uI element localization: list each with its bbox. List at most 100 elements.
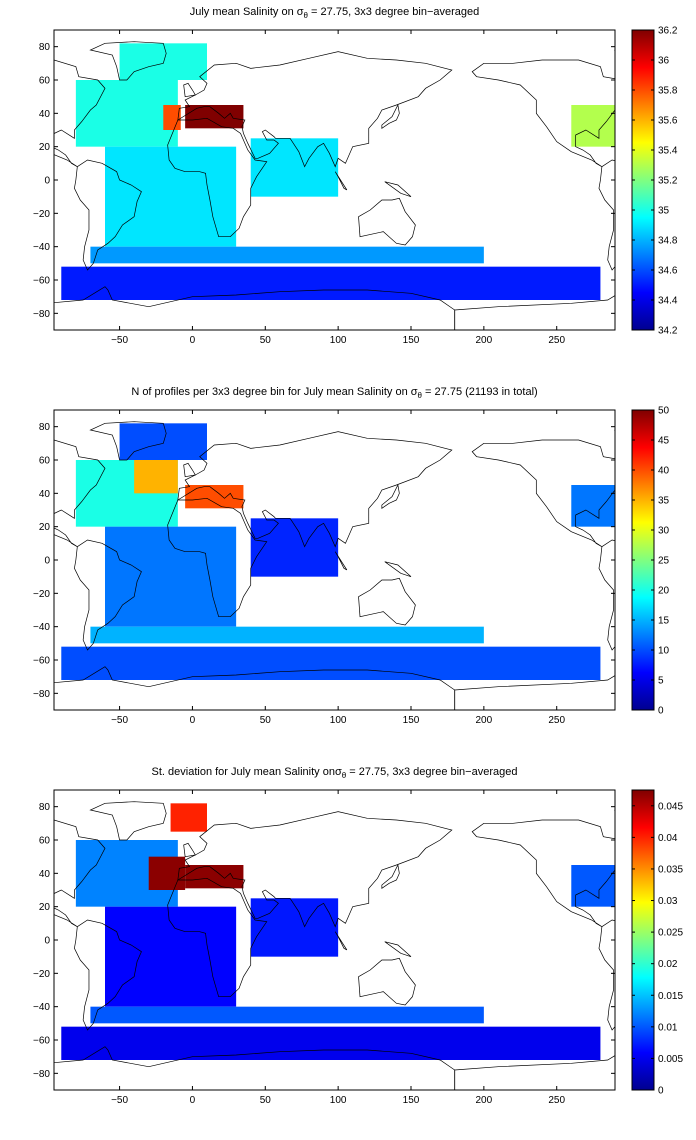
data-bin [90, 246, 484, 264]
coastline [334, 551, 348, 571]
title-sub: θ [417, 391, 422, 401]
colorbar-tick-label: 34.4 [658, 296, 678, 307]
y-tick-label: 0 [44, 936, 50, 947]
data-bin [61, 646, 601, 680]
coastline [692, 118, 696, 236]
y-tick-label: 40 [39, 109, 51, 120]
x-tick-label: −50 [111, 335, 128, 346]
profile-count-panel: N of profiles per 3x3 degree bin for Jul… [0, 380, 696, 760]
y-tick-label: 80 [39, 42, 51, 53]
coastline [384, 561, 412, 577]
colorbar-tick-label: 0.025 [658, 928, 683, 939]
map-layer [54, 801, 696, 1090]
data-bin [185, 865, 244, 889]
salinity-map-chart: −50 0 50 100 150 200 250806040200−20−40−60−803… [33, 26, 696, 347]
coastline [183, 842, 196, 858]
colorbar-tick-label: 0 [658, 706, 664, 717]
x-tick-label: 150 [403, 1095, 420, 1106]
salinity-panel: July mean Salinity on σθ = 27.75, 3x3 de… [0, 0, 696, 380]
y-tick-label: −20 [33, 209, 50, 220]
coastline [167, 497, 268, 618]
data-bin [90, 1006, 484, 1024]
coastline [471, 59, 615, 167]
data-bin [250, 518, 339, 577]
coastline [167, 117, 268, 238]
data-bin [170, 803, 207, 832]
colorbar-tick-label: 0.01 [658, 1022, 678, 1033]
y-tick-label: −20 [33, 969, 50, 980]
colorbar-tick-label: 35.4 [658, 146, 678, 157]
title-text: = 27.75 (21193 in total) [422, 386, 538, 398]
x-tick-label: 100 [330, 1095, 347, 1106]
y-tick-label: −60 [33, 656, 50, 667]
colorbar-tick-label: 0.035 [658, 864, 683, 875]
y-tick-label: −80 [33, 1069, 50, 1080]
coastline [74, 159, 142, 271]
coastline [334, 931, 348, 951]
data-bin [250, 138, 339, 197]
colorbar-tick-label: 20 [658, 586, 670, 597]
title-sigma: σ [296, 6, 304, 18]
y-tick-label: −40 [33, 622, 50, 633]
colorbar-tick-label: 40 [658, 466, 670, 477]
x-tick-label: 50 [260, 715, 272, 726]
coastline [54, 819, 106, 927]
coastline [692, 878, 696, 996]
coastline [471, 439, 615, 547]
y-tick-label: −60 [33, 276, 50, 287]
x-tick-label: −50 [111, 715, 128, 726]
title-sub: θ [303, 11, 308, 21]
x-tick-label: 200 [476, 335, 493, 346]
colorbar [631, 409, 655, 711]
coastline [471, 819, 615, 927]
colorbar-tick-label: 35 [658, 206, 670, 217]
colorbar-tick-label: 0.04 [658, 833, 678, 844]
colorbar-tick-label: 35.6 [658, 116, 678, 127]
colorbar-tick-label: 34.8 [658, 236, 678, 247]
x-tick-label: 100 [330, 715, 347, 726]
coastline [177, 811, 453, 928]
x-tick-label: 50 [260, 335, 272, 346]
colorbar-tick-label: 0.03 [658, 896, 678, 907]
coastline [334, 171, 348, 191]
coastline [358, 957, 416, 1006]
colorbar [631, 29, 655, 331]
coastline [183, 462, 196, 478]
coastline [692, 498, 696, 616]
map-layer [54, 421, 696, 710]
data-bin [105, 906, 237, 1007]
coastline [89, 801, 167, 841]
colorbar-tick-label: 50 [658, 406, 670, 417]
coastline [381, 483, 400, 509]
colorbar-tick-label: 0 [658, 1086, 664, 1097]
coastline [74, 539, 142, 651]
title-text: St. deviation for July mean Salinity on [151, 766, 335, 778]
colorbar-tick-label: 36 [658, 56, 670, 67]
colorbar-tick-label: 35.8 [658, 86, 678, 97]
y-tick-label: 0 [44, 556, 50, 567]
title-text: = 27.75, 3x3 degree bin−averaged [346, 766, 518, 778]
data-bin [119, 43, 207, 80]
colorbar-tick-label: 15 [658, 616, 670, 627]
data-bin [105, 146, 237, 247]
data-bin [185, 105, 244, 129]
x-tick-label: 200 [476, 715, 493, 726]
x-tick-label: 150 [403, 335, 420, 346]
y-tick-label: −40 [33, 242, 50, 253]
chart-title: St. deviation for July mean Salinity onσ… [54, 766, 615, 780]
coastline [598, 919, 615, 1031]
x-tick-label: 0 [190, 715, 196, 726]
data-bin [250, 898, 339, 957]
coastline [598, 539, 615, 651]
y-tick-label: 60 [39, 456, 51, 467]
coastline [183, 82, 196, 98]
colorbar-tick-label: 0.015 [658, 991, 683, 1002]
y-tick-label: −80 [33, 689, 50, 700]
data-bin [105, 526, 237, 627]
title-sigma: σ [410, 386, 418, 398]
x-tick-label: 150 [403, 715, 420, 726]
coastline [167, 877, 268, 998]
data-bin [61, 266, 601, 300]
coastline [454, 1055, 615, 1090]
std-deviation-map-chart: −50 0 50 100 150 200 250806040200−20−40−60−800… [33, 789, 696, 1106]
